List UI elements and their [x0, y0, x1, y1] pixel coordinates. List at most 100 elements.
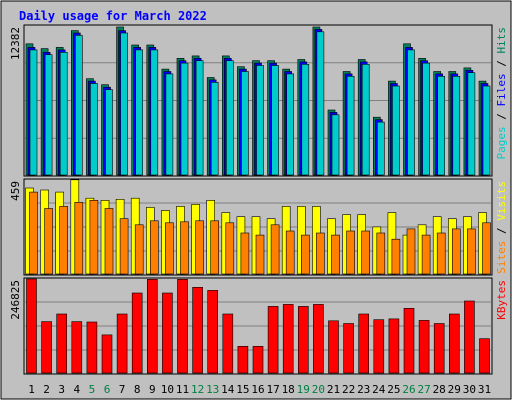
ylabel-part: Sites — [495, 241, 508, 274]
bar-kbytes-28 — [433, 323, 445, 374]
x-tick-label-day-29: 29 — [448, 383, 461, 396]
bar-kbytes-17 — [267, 306, 279, 374]
bar-pages-29 — [452, 76, 461, 176]
bar-kbytes-23 — [358, 313, 370, 374]
bar-pages-8 — [135, 49, 143, 176]
bar-sites-9 — [150, 220, 159, 275]
bar-sites-8 — [134, 224, 144, 275]
bar-kbytes-22 — [343, 323, 354, 374]
x-tick-label-day-15: 15 — [236, 383, 249, 396]
bar-kbytes-24 — [373, 319, 385, 374]
bar-pages-4 — [75, 35, 83, 176]
bar-sites-1 — [29, 191, 38, 275]
bar-kbytes-20 — [313, 304, 324, 374]
bar-pages-27 — [422, 62, 430, 176]
bar-kbytes-9 — [147, 278, 158, 374]
bar-kbytes-29 — [448, 313, 460, 374]
x-tick-label-day-5: 5 — [89, 383, 96, 396]
bar-kbytes-8 — [131, 292, 143, 374]
chart-title: Daily usage for March 2022 — [19, 9, 207, 23]
bar-kbytes-7 — [116, 313, 128, 374]
x-tick-label-day-31: 31 — [478, 383, 491, 396]
bar-pages-20 — [316, 31, 325, 176]
bar-pages-23 — [361, 64, 370, 176]
x-tick-label-day-16: 16 — [251, 383, 264, 396]
bar-pages-12 — [195, 60, 204, 176]
bar-pages-7 — [120, 32, 128, 176]
bar-pages-2 — [44, 54, 53, 176]
bar-sites-2 — [44, 208, 53, 275]
ylabel-part: / — [495, 107, 508, 127]
ylabel-visits_sites: Sites / Visits — [495, 181, 508, 274]
bar-sites-10 — [165, 222, 174, 275]
x-tick-label-day-26: 26 — [402, 383, 415, 396]
ylabel-part: Pages — [495, 126, 508, 159]
x-tick-label-day-30: 30 — [463, 383, 476, 396]
bar-pages-6 — [105, 89, 113, 176]
bar-kbytes-27 — [418, 320, 430, 374]
bar-pages-18 — [286, 73, 295, 176]
bar-pages-16 — [256, 65, 264, 176]
bar-kbytes-12 — [192, 286, 203, 374]
bar-sites-25 — [391, 238, 401, 275]
bar-pages-5 — [90, 83, 98, 176]
bar-pages-10 — [165, 73, 174, 176]
x-tick-label-day-11: 11 — [176, 383, 189, 396]
bar-kbytes-13 — [207, 290, 218, 374]
ylabel-part: / — [495, 54, 508, 74]
x-tick-label-day-8: 8 — [134, 383, 141, 396]
ylabel-hits_files_pages: Pages / Files / Hits — [495, 27, 508, 160]
bar-sites-12 — [195, 220, 204, 275]
bar-sites-3 — [59, 206, 69, 275]
bar-sites-21 — [331, 234, 340, 275]
bar-pages-26 — [407, 49, 415, 176]
x-tick-label-day-25: 25 — [387, 383, 400, 396]
bar-pages-14 — [226, 60, 234, 176]
x-tick-label-day-19: 19 — [297, 383, 310, 396]
bar-sites-26 — [406, 228, 416, 275]
bar-pages-9 — [150, 49, 159, 176]
x-tick-label-day-12: 12 — [191, 383, 204, 396]
bar-kbytes-31 — [479, 338, 490, 374]
bar-kbytes-26 — [403, 307, 415, 374]
bar-sites-17 — [270, 224, 280, 275]
bar-pages-24 — [376, 121, 385, 176]
bar-pages-30 — [467, 72, 476, 176]
bar-sites-4 — [74, 202, 84, 275]
bar-pages-17 — [271, 65, 279, 176]
max-label-visits_sites: 459 — [9, 181, 22, 201]
x-tick-label-day-6: 6 — [104, 383, 111, 396]
bar-sites-15 — [240, 232, 250, 275]
bar-sites-13 — [210, 220, 219, 275]
bar-pages-11 — [180, 62, 189, 176]
bar-kbytes-10 — [162, 292, 173, 374]
bar-kbytes-16 — [252, 345, 264, 374]
bar-kbytes-11 — [177, 278, 188, 374]
x-tick-label-day-28: 28 — [433, 383, 446, 396]
x-tick-label-day-1: 1 — [28, 383, 35, 396]
ylabel-part: Files — [495, 73, 508, 106]
bar-sites-27 — [421, 234, 431, 275]
bar-pages-13 — [210, 82, 219, 176]
x-tick-label-day-23: 23 — [357, 383, 370, 396]
bar-pages-3 — [59, 51, 68, 176]
max-label-hits_files_pages: 12382 — [9, 27, 22, 60]
bar-sites-31 — [482, 222, 491, 275]
x-tick-label-day-13: 13 — [206, 383, 219, 396]
x-tick-label-day-17: 17 — [266, 383, 279, 396]
bar-sites-28 — [436, 232, 446, 275]
bar-kbytes-2 — [41, 321, 52, 374]
bar-sites-11 — [180, 221, 189, 275]
x-tick-label-day-21: 21 — [327, 383, 340, 396]
bar-kbytes-25 — [388, 318, 400, 374]
bar-pages-1 — [29, 49, 38, 176]
bar-kbytes-15 — [237, 345, 249, 374]
bar-kbytes-1 — [26, 278, 37, 374]
bar-sites-29 — [451, 228, 461, 275]
x-tick-label-day-24: 24 — [372, 383, 386, 396]
bar-kbytes-14 — [222, 313, 234, 374]
x-tick-label-day-22: 22 — [342, 383, 355, 396]
x-tick-label-day-27: 27 — [417, 383, 430, 396]
bar-kbytes-18 — [282, 304, 294, 374]
ylabel-part: Visits — [495, 181, 508, 221]
